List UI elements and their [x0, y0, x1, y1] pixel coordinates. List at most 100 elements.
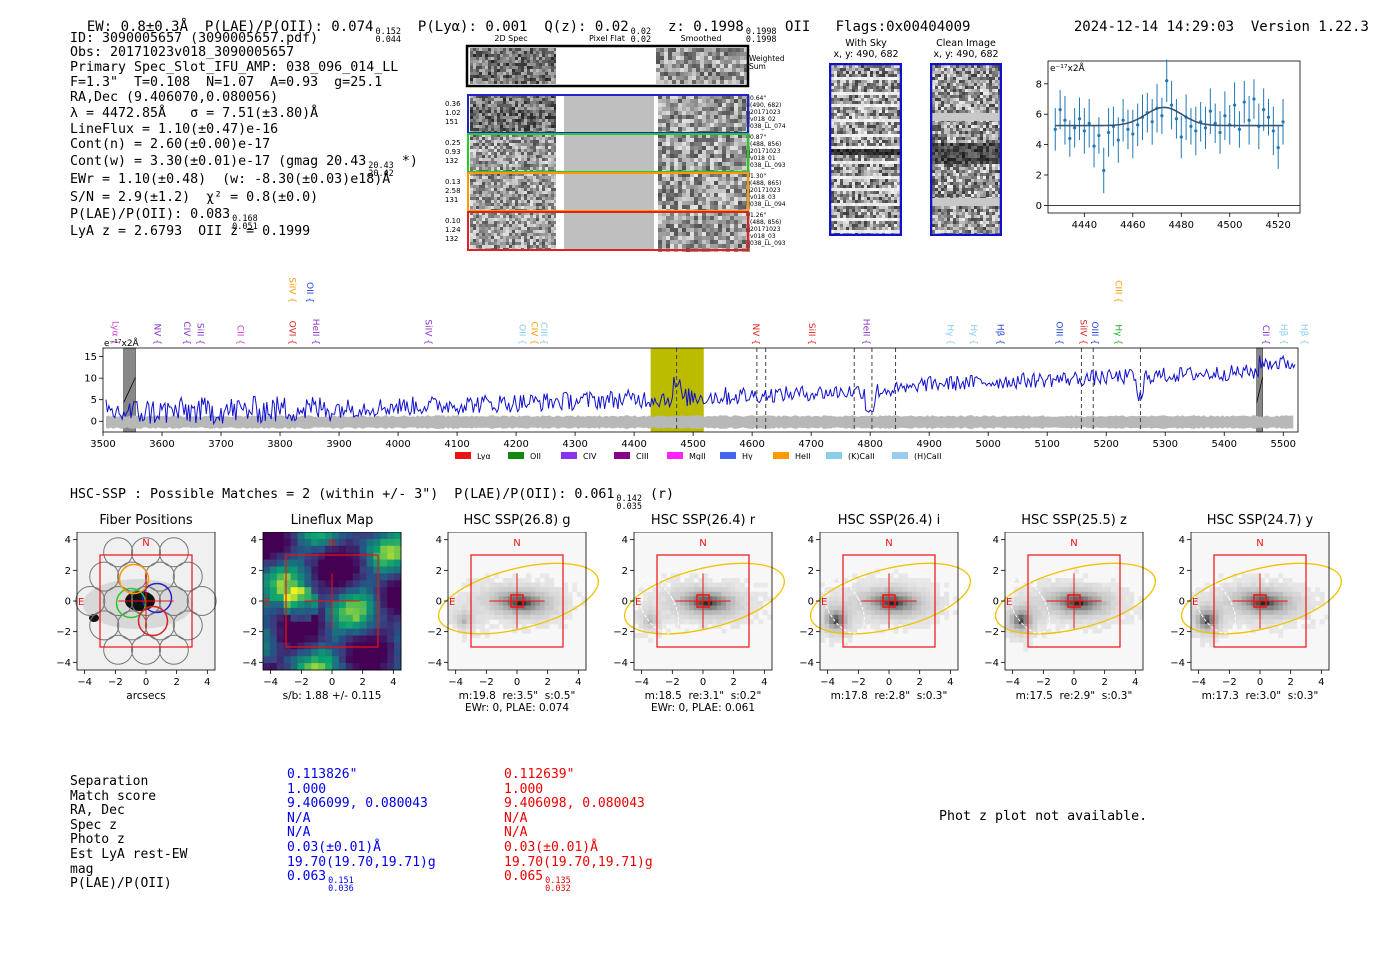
- hsc-xtick-label: 4: [1318, 677, 1324, 688]
- spectrum-xtick-label: 4900: [916, 439, 941, 450]
- hsc-ytick-label: 4: [251, 535, 257, 546]
- zoom-point: [1092, 144, 1096, 148]
- zoom-point: [1150, 120, 1154, 124]
- zoom-point: [1082, 129, 1086, 133]
- zoom-point: [1106, 130, 1111, 135]
- match-value: 1.000: [504, 781, 544, 797]
- fiber: [158, 634, 189, 665]
- zoom-xtick-label: 4520: [1265, 220, 1290, 231]
- hsc-ytick-label: −2: [613, 627, 628, 638]
- fiber: [103, 537, 134, 568]
- spectrum-xtick-label: 3600: [149, 439, 174, 450]
- east-label: E: [78, 597, 84, 608]
- hsc-panel-img: N E −4 −2 0 2 4 4 2 0 −2 −4: [799, 532, 972, 688]
- east-label: E: [635, 597, 641, 608]
- emission-line-label: Hγ {: [968, 324, 978, 345]
- hsc-title-lo: 0.035: [616, 502, 642, 512]
- hsc-xtick-label: 2: [544, 677, 550, 688]
- hsc-xtick-label: −4: [77, 677, 92, 688]
- match-marker: [510, 594, 524, 608]
- zoom-point: [1053, 127, 1057, 131]
- spec-row-left-label: 0.25 0.93 132: [445, 139, 461, 165]
- hsc-xtick-label: −2: [479, 677, 494, 688]
- spectrum-xtick-label: 4200: [503, 439, 528, 450]
- legend-swatch: [455, 452, 471, 459]
- match-marker: [1253, 594, 1267, 608]
- fiber: [117, 561, 148, 592]
- header-z: z: 0.1998: [667, 19, 744, 35]
- hsc-ytick-label: −4: [613, 658, 628, 669]
- hsc-xtick-label: 0: [514, 677, 520, 688]
- hsc-panel-caption: m:17.5 re:2.9" s:0.3": [1015, 690, 1133, 702]
- hsc-panel-caption: s/b: 1.88 +/- 0.115: [282, 690, 382, 702]
- info-plae-lo: 0.051: [232, 222, 258, 232]
- hsc-xtick-label: 4: [947, 677, 953, 688]
- north-label: N: [142, 538, 149, 549]
- header-z-lo: 0.1998: [745, 35, 777, 45]
- info-contn: Cont(n) = 2.60(±0.00)e-17: [70, 137, 271, 152]
- emission-line-label: SiIV {: [287, 277, 297, 303]
- info-ewr: EWr = 1.10(±0.48) (w: -8.30(±0.03)e18)Å: [70, 172, 391, 187]
- north-label: N: [699, 538, 706, 549]
- zoom-point: [1121, 118, 1125, 122]
- match-blue-column: 0.113826" 1.000 9.406099, 0.080043 N/A N/A 0.…: [287, 767, 436, 893]
- zoom-point: [1218, 130, 1222, 135]
- zoom-point: [1077, 117, 1082, 121]
- east-label: E: [1192, 597, 1198, 608]
- spec2d-panel: 2D Spec Pixel Flat Smoothed Weighted Sum…: [444, 32, 794, 257]
- fiber: [131, 634, 161, 665]
- match-plae-hi: 0.135: [545, 876, 571, 887]
- legend-swatch: [561, 452, 577, 459]
- emission-line-label: SiII {: [194, 323, 204, 345]
- header-qz-lo: 0.02: [630, 35, 652, 45]
- hsc-panel-caption: m:17.8 re:2.8" s:0.3": [830, 690, 948, 702]
- hsc-xtick-label: −2: [1036, 677, 1051, 688]
- match-value: 0.03(±0.01)Å: [504, 839, 598, 855]
- emission-line-label: HeII {: [861, 319, 871, 345]
- noise-block: [658, 134, 750, 174]
- zoom-point: [1237, 127, 1242, 131]
- match-value: 0.063 0.151 0.036: [287, 869, 436, 893]
- info-plae-text: P(LAE)/P(OII): 0.083: [70, 207, 231, 222]
- hsc-pixels: [820, 568, 959, 648]
- spectrum-xtick-label: 5300: [1152, 439, 1177, 450]
- east-label: E: [449, 597, 455, 608]
- search-box: [285, 554, 379, 648]
- legend-label: OII: [530, 452, 541, 460]
- hsc-ytick-label: −4: [427, 658, 442, 669]
- hsc-xtick-label: 0: [329, 677, 335, 688]
- spectrum-xtick-label: 5100: [1034, 439, 1059, 450]
- spectrum-xtick-label: 5000: [975, 439, 1000, 450]
- emission-line-label: Hβ {: [1299, 324, 1309, 345]
- hsc-panel-fibers: N E −4 −2 0 2 4 4 2 0 −2 −4: [56, 532, 217, 688]
- with-sky-header: With Sky x, y: 490, 682: [826, 38, 906, 60]
- noise-block: [658, 212, 750, 252]
- noise-block: [656, 48, 748, 84]
- fiber: [117, 610, 148, 641]
- legend-swatch: [508, 452, 524, 459]
- hsc-ytick-label: −4: [242, 658, 257, 669]
- east-label: E: [264, 597, 270, 608]
- zoom-point: [1266, 115, 1271, 119]
- header-z-hi: 0.1998: [745, 27, 777, 37]
- match-row-label: Est LyA rest-EW: [70, 846, 188, 862]
- hsc-ytick-label: −2: [242, 627, 257, 638]
- hsc-panel-img: N E −4 −2 0 2 4 4 2 0 −2 −4: [613, 532, 786, 688]
- spectrum-xtick-label: 4000: [385, 439, 410, 450]
- zoom-point: [1262, 108, 1266, 112]
- hsc-ytick-label: 2: [251, 566, 257, 577]
- full-spectrum-plot: 3500 3600 3700 3800 3900 4000 4100 4200 4300 4400…: [84, 277, 1309, 460]
- neighbor-ellipse: [637, 578, 679, 634]
- zoom-xtick-label: 4440: [1072, 220, 1097, 231]
- emission-line-label: OIII {: [1089, 321, 1099, 345]
- header-version: Version 1.22.3: [1250, 19, 1369, 35]
- spec2d-col-2d: 2D Spec: [494, 34, 528, 43]
- legend-label: (K)CaII: [848, 452, 875, 460]
- spectrum-xtick-label: 5400: [1212, 439, 1237, 450]
- emission-line-label: CIII {: [1113, 280, 1123, 303]
- spec-row-right-label: 0.64" (490, 682) 20171023 v018_02 038_LL…: [750, 95, 786, 130]
- aperture-ellipse: [437, 562, 600, 635]
- zoom-ylabel: e⁻¹⁷x2Å: [1050, 62, 1086, 74]
- search-box: [1027, 554, 1121, 648]
- fiber: [172, 561, 203, 592]
